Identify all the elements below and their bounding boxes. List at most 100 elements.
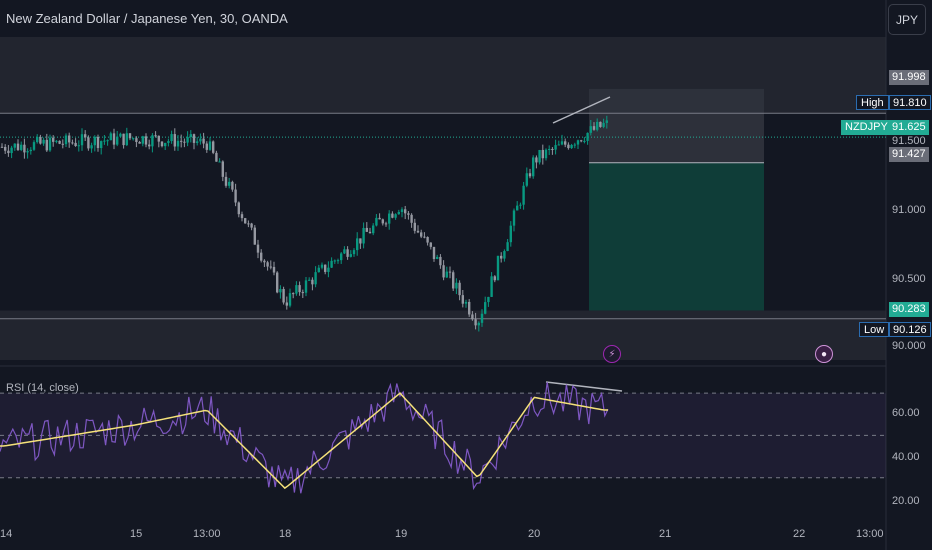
- candle-body: [416, 230, 420, 233]
- candle-body: [55, 140, 58, 142]
- rsi-ma-line: [0, 392, 608, 490]
- price-tick: 91.500: [892, 135, 926, 147]
- candle-body: [122, 133, 125, 146]
- candle-body: [509, 225, 512, 243]
- stop-loss-zone: [589, 88, 764, 163]
- rsi-tick: 20.00: [892, 495, 920, 507]
- candle-body: [333, 260, 336, 262]
- candle-body: [362, 227, 365, 244]
- candle-body: [496, 255, 500, 281]
- price-level-lines: [0, 112, 886, 320]
- candle-body: [237, 202, 240, 215]
- candle-body: [391, 213, 394, 218]
- dividend-icon[interactable]: ●: [815, 345, 833, 363]
- high-price-label: 91.810: [889, 95, 931, 110]
- candle-body: [429, 242, 432, 247]
- candle-body: [420, 232, 423, 237]
- candle-body: [176, 140, 180, 147]
- candle-body: [234, 189, 237, 203]
- price-trend-line: [552, 96, 611, 124]
- candle-body: [186, 137, 189, 143]
- candle-body: [368, 231, 372, 234]
- candle-body: [109, 133, 112, 141]
- short-position-tool[interactable]: [589, 88, 764, 311]
- time-tick: 15: [130, 528, 143, 540]
- candle-body: [592, 126, 596, 130]
- candle-body: [215, 152, 218, 162]
- candle-body: [279, 289, 282, 293]
- candle-body: [68, 135, 71, 143]
- candle-body: [250, 223, 253, 228]
- rsi-tick: 60.00: [892, 407, 920, 419]
- candle-body: [16, 143, 20, 150]
- price-tick: 90.500: [892, 273, 926, 285]
- time-tick: 18: [279, 528, 292, 540]
- candle-body: [484, 302, 487, 314]
- candle-body: [474, 319, 477, 326]
- rsi-indicator-label[interactable]: RSI (14, close): [6, 382, 79, 394]
- candle-body: [336, 260, 340, 262]
- candle-body: [477, 322, 480, 326]
- candle-body: [464, 301, 468, 304]
- candle-body: [224, 176, 228, 186]
- candle-body: [551, 149, 554, 151]
- candle-body: [372, 225, 375, 234]
- candle-body: [80, 134, 84, 146]
- candle-body: [141, 136, 144, 144]
- candle-body: [461, 295, 464, 304]
- currency-button[interactable]: JPY: [888, 4, 926, 35]
- candle-body: [135, 138, 138, 142]
- rsi-trend-line: [545, 381, 623, 392]
- candle-body: [221, 161, 224, 177]
- candle-body: [458, 282, 461, 296]
- candle-body: [231, 181, 234, 190]
- low-price-label: 90.126: [889, 322, 931, 337]
- candle-body: [100, 141, 103, 149]
- candle-body: [282, 289, 285, 303]
- candle-body: [4, 146, 7, 151]
- candle-body: [208, 141, 212, 150]
- lightning-icon[interactable]: ⚡: [603, 345, 621, 363]
- candle-body: [320, 264, 324, 268]
- candle-body: [400, 209, 404, 212]
- candle-body: [487, 296, 490, 303]
- candle-body: [557, 144, 560, 146]
- candle-body: [394, 214, 397, 218]
- candle-body: [346, 249, 349, 257]
- candle-body: [189, 134, 192, 138]
- candle-body: [103, 140, 106, 142]
- candle-body: [218, 161, 221, 163]
- trend-lines[interactable]: [545, 96, 623, 392]
- lower-zone: [0, 310, 886, 360]
- candle-body: [349, 254, 352, 257]
- candle-body: [183, 141, 186, 143]
- candle-body: [480, 313, 484, 323]
- candle-body: [202, 138, 205, 144]
- candle-body: [52, 137, 55, 142]
- candle-body: [343, 249, 346, 254]
- chart-title: New Zealand Dollar / Japanese Yen, 30, O…: [6, 11, 288, 26]
- candle-body: [490, 276, 493, 297]
- candle-body: [541, 149, 544, 159]
- candle-body: [432, 246, 436, 259]
- candle-body: [381, 219, 384, 224]
- candle-body: [589, 126, 592, 133]
- candle-body: [586, 132, 589, 141]
- candle-body: [564, 141, 567, 145]
- candle-body: [228, 181, 231, 186]
- candle-body: [167, 141, 170, 143]
- rsi-pane: [0, 382, 886, 494]
- candle-body: [36, 137, 39, 143]
- candle-body: [106, 140, 109, 142]
- candle-body: [407, 213, 410, 215]
- candle-body: [269, 266, 272, 268]
- candle-body: [61, 143, 64, 145]
- candle-body: [263, 260, 266, 263]
- candle-body: [503, 251, 506, 259]
- candle-body: [436, 256, 439, 259]
- candle-body: [23, 144, 26, 153]
- candle-body: [96, 136, 100, 149]
- candle-body: [452, 272, 455, 289]
- candle-body: [301, 292, 304, 294]
